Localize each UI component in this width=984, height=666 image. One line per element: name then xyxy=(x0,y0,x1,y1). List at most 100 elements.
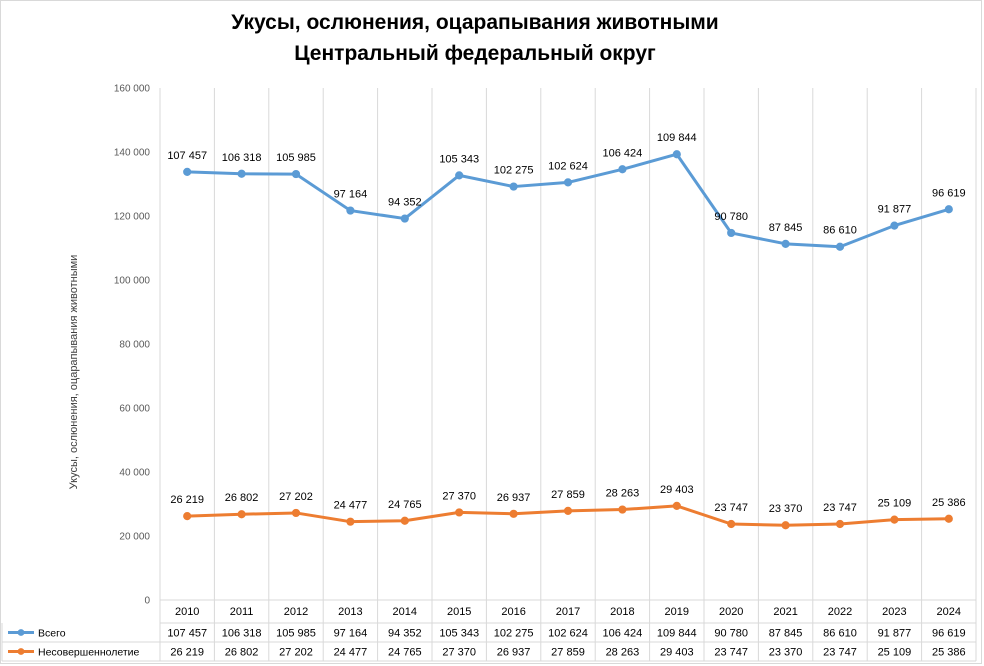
data-point xyxy=(183,167,192,176)
data-label: 24 765 xyxy=(388,499,422,511)
data-label: 102 624 xyxy=(548,160,588,172)
table-cell: 91 877 xyxy=(878,628,912,640)
data-point xyxy=(618,505,627,514)
data-label: 87 845 xyxy=(769,222,803,234)
table-header-cell: 2013 xyxy=(338,606,362,618)
table-cell: 102 624 xyxy=(548,628,588,640)
table-header-cell: 2017 xyxy=(556,606,580,618)
y-tick-label: 80 000 xyxy=(119,340,150,351)
data-point xyxy=(346,206,355,215)
data-label: 23 747 xyxy=(714,502,748,514)
table-cell: 109 844 xyxy=(657,628,697,640)
data-point xyxy=(237,510,246,519)
data-point xyxy=(672,150,681,159)
data-point xyxy=(835,242,845,251)
legend-series-name: Всего xyxy=(38,628,66,640)
table-cell: 102 275 xyxy=(494,628,534,640)
table-cell: 107 457 xyxy=(167,628,207,640)
data-label: 23 370 xyxy=(769,503,803,515)
data-point xyxy=(563,506,573,515)
table-cell: 97 164 xyxy=(334,628,368,640)
data-label: 91 877 xyxy=(878,204,912,216)
data-label: 25 386 xyxy=(932,497,966,509)
data-label: 106 318 xyxy=(222,152,262,164)
data-point xyxy=(890,515,899,524)
table-cell: 87 845 xyxy=(769,628,803,640)
table-cell: 27 202 xyxy=(279,647,313,659)
table-cell: 27 370 xyxy=(442,647,476,659)
data-label: 90 780 xyxy=(714,211,748,223)
data-label: 26 937 xyxy=(497,492,531,504)
data-label: 102 275 xyxy=(494,165,534,177)
data-point xyxy=(509,182,518,191)
table-header-cell: 2016 xyxy=(501,606,525,618)
y-tick-label: 40 000 xyxy=(119,468,150,479)
data-point xyxy=(890,221,899,230)
data-point xyxy=(346,517,355,526)
data-point xyxy=(944,205,953,214)
table-cell: 90 780 xyxy=(714,628,748,640)
data-label: 27 859 xyxy=(551,489,585,501)
table-cell: 23 747 xyxy=(823,647,857,659)
table-cell: 105 985 xyxy=(276,628,316,640)
table-header-cell: 2023 xyxy=(882,606,906,618)
data-label: 27 370 xyxy=(442,490,476,502)
table-header-cell: 2018 xyxy=(610,606,634,618)
data-label: 24 477 xyxy=(334,500,368,512)
data-point xyxy=(618,165,627,174)
table-header-cell: 2012 xyxy=(284,606,308,618)
data-label: 105 343 xyxy=(439,153,479,165)
legend-series-name: Несовершеннолетие xyxy=(38,647,140,659)
y-tick-label: 140 000 xyxy=(114,148,151,159)
data-point xyxy=(835,519,845,529)
y-tick-label: 0 xyxy=(144,596,150,607)
table-header-cell: 2022 xyxy=(828,606,852,618)
y-tick-label: 120 000 xyxy=(114,212,151,223)
data-label: 97 164 xyxy=(334,189,368,201)
table-cell: 29 403 xyxy=(660,647,694,659)
data-point xyxy=(727,228,736,238)
data-point xyxy=(400,214,409,223)
table-cell: 25 386 xyxy=(932,647,966,659)
table-header-cell: 2019 xyxy=(665,606,689,618)
legend-key-marker xyxy=(17,648,25,655)
data-label: 29 403 xyxy=(660,484,694,496)
table-cell: 24 765 xyxy=(388,647,422,659)
data-point xyxy=(291,508,301,518)
data-point xyxy=(291,169,301,179)
chart-title-line2: Центральный федеральный округ xyxy=(294,42,656,65)
table-cell: 28 263 xyxy=(606,647,640,659)
y-tick-label: 20 000 xyxy=(119,532,150,543)
data-label: 25 109 xyxy=(878,498,912,510)
table-header-cell: 2021 xyxy=(773,606,797,618)
table-cell: 23 370 xyxy=(769,647,803,659)
data-point xyxy=(455,171,464,180)
table-cell: 106 424 xyxy=(603,628,643,640)
data-point xyxy=(944,514,953,523)
table-cell: 27 859 xyxy=(551,647,585,659)
y-tick-label: 60 000 xyxy=(119,404,150,415)
table-header-cell: 2024 xyxy=(937,606,961,618)
data-point xyxy=(781,521,790,530)
table-cell: 26 802 xyxy=(225,647,259,659)
data-label: 94 352 xyxy=(388,197,422,209)
table-cell: 26 219 xyxy=(170,647,204,659)
legend-key-marker xyxy=(17,629,25,636)
table-header-cell: 2014 xyxy=(393,606,417,618)
data-label: 26 219 xyxy=(170,494,204,506)
table-cell: 94 352 xyxy=(388,628,422,640)
table-header-cell: 2020 xyxy=(719,606,743,618)
data-label: 28 263 xyxy=(606,488,640,500)
data-label: 23 747 xyxy=(823,502,857,514)
data-point xyxy=(509,509,518,518)
table-cell: 26 937 xyxy=(497,647,531,659)
data-label: 26 802 xyxy=(225,492,259,504)
data-point xyxy=(455,508,464,517)
table-cell: 105 343 xyxy=(439,628,479,640)
data-point xyxy=(781,239,790,248)
table-cell: 23 747 xyxy=(714,647,748,659)
table-cell: 86 610 xyxy=(823,628,857,640)
data-label: 109 844 xyxy=(657,132,697,144)
